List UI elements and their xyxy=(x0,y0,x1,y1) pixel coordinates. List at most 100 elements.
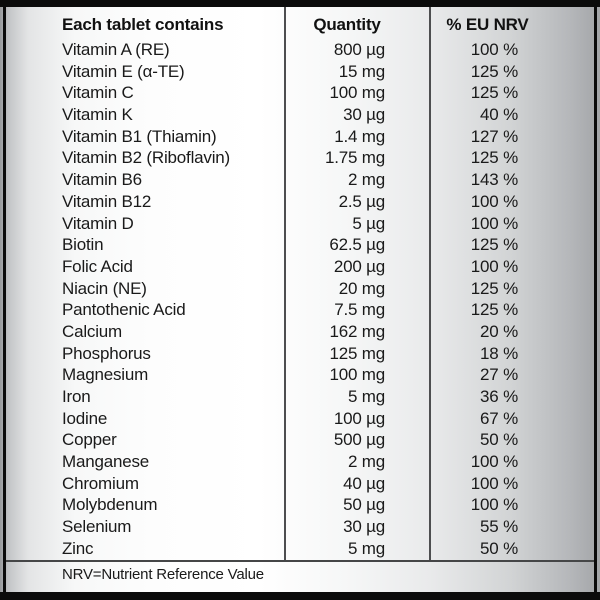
nutrient-quantity: 2.5 µg xyxy=(338,191,386,211)
table-row: Chromium 40 µg 100 % xyxy=(0,473,600,495)
table-row: Vitamin K 30 µg 40 % xyxy=(0,104,600,126)
nutrient-nrv: 125 % xyxy=(470,61,518,81)
nutrient-nrv: 20 % xyxy=(480,321,518,341)
nutrient-name: Vitamin B12 xyxy=(62,191,152,211)
column-divider-nrv xyxy=(429,7,431,561)
table-row: Phosphorus 125 mg 18 % xyxy=(0,343,600,365)
nutrient-name: Vitamin B1 (Thiamin) xyxy=(62,126,217,146)
nutrient-nrv: 100 % xyxy=(470,40,518,59)
footnote: NRV=Nutrient Reference Value xyxy=(62,566,264,583)
nutrient-name: Vitamin D xyxy=(62,213,134,233)
nutrient-quantity: 125 mg xyxy=(329,343,385,363)
table-row: Vitamin D 5 µg 100 % xyxy=(0,213,600,235)
nutrient-nrv: 27 % xyxy=(480,365,518,385)
nutrient-name: Biotin xyxy=(62,235,104,255)
nutrient-quantity: 100 µg xyxy=(333,408,385,428)
table-row: Vitamin C 100 mg 125 % xyxy=(0,82,600,104)
nutrient-nrv: 100 % xyxy=(470,191,518,211)
frame-right-border xyxy=(594,0,597,600)
frame-top-border xyxy=(0,0,600,7)
table-header-row: Each tablet contains Quantity % EU NRV xyxy=(0,13,600,37)
nutrient-name: Manganese xyxy=(62,452,150,472)
table-row: Vitamin A (RE) 800 µg 100 % xyxy=(0,39,600,61)
nutrient-nrv: 100 % xyxy=(470,473,518,493)
nutrient-name: Pantothenic Acid xyxy=(62,300,186,320)
table-row: Iodine 100 µg 67 % xyxy=(0,408,600,430)
nutrient-quantity: 2 mg xyxy=(348,170,385,190)
table-row: Vitamin E (α-TE) 15 mg 125 % xyxy=(0,61,600,83)
table-row: Folic Acid 200 µg 100 % xyxy=(0,256,600,278)
table-row: Vitamin B12 2.5 µg 100 % xyxy=(0,191,600,213)
table-row: Vitamin B6 2 mg 143 % xyxy=(0,169,600,191)
nutrient-name: Vitamin B6 xyxy=(62,170,142,190)
nutrient-nrv: 125 % xyxy=(470,278,518,298)
nutrient-name: Vitamin C xyxy=(62,83,134,103)
nutrient-quantity: 2 mg xyxy=(348,452,385,472)
nutrient-quantity: 40 µg xyxy=(343,473,385,493)
table-row: Molybdenum 50 µg 100 % xyxy=(0,494,600,516)
nutrient-name: Iron xyxy=(62,387,91,406)
nutrient-quantity: 15 mg xyxy=(338,61,385,81)
nutrient-nrv: 100 % xyxy=(470,452,518,472)
table-row: Vitamin B1 (Thiamin) 1.4 mg 127 % xyxy=(0,126,600,148)
nutrient-quantity: 20 mg xyxy=(338,278,385,298)
nutrient-quantity: 7.5 mg xyxy=(334,300,385,320)
nutrient-nrv: 143 % xyxy=(470,170,518,190)
footnote-separator-line xyxy=(6,560,594,562)
table-row: Pantothenic Acid 7.5 mg 125 % xyxy=(0,299,600,321)
header-eu-nrv: % EU NRV xyxy=(446,15,529,34)
nutrient-name: Molybdenum xyxy=(62,495,158,515)
nutrient-nrv: 100 % xyxy=(470,213,518,233)
frame-bottom-border xyxy=(0,592,600,600)
nutrient-nrv: 125 % xyxy=(470,235,518,255)
column-divider-quantity xyxy=(284,7,286,561)
nutrient-name: Calcium xyxy=(62,321,123,341)
nutrient-name: Folic Acid xyxy=(62,256,133,276)
nutrient-name: Magnesium xyxy=(62,365,149,385)
nutrient-quantity: 5 mg xyxy=(348,387,385,406)
nutrient-nrv: 125 % xyxy=(470,83,518,103)
table-row: Manganese 2 mg 100 % xyxy=(0,451,600,473)
nutrient-quantity: 30 µg xyxy=(343,517,385,537)
nutrient-name: Selenium xyxy=(62,517,132,537)
nutrient-nrv: 50 % xyxy=(480,430,518,450)
nutrient-quantity: 1.75 mg xyxy=(324,148,385,168)
table-row: Calcium 162 mg 20 % xyxy=(0,321,600,343)
nutrient-quantity: 1.4 mg xyxy=(334,126,385,146)
nutrient-quantity: 5 µg xyxy=(352,213,385,233)
nutrient-quantity: 50 µg xyxy=(343,495,385,515)
nutrient-nrv: 100 % xyxy=(470,256,518,276)
table-row: Biotin 62.5 µg 125 % xyxy=(0,234,600,256)
nutrient-nrv: 36 % xyxy=(480,387,518,406)
nutrient-name: Copper xyxy=(62,430,117,450)
nutrient-nrv: 67 % xyxy=(480,408,518,428)
nutrient-quantity: 100 mg xyxy=(329,365,385,385)
nutrient-quantity: 800 µg xyxy=(333,40,385,59)
table-body: Vitamin A (RE) 800 µg 100 % Vitamin E (α… xyxy=(0,39,600,560)
nutrient-nrv: 50 % xyxy=(480,538,518,558)
nutrient-name: Chromium xyxy=(62,473,139,493)
nutrient-nrv: 100 % xyxy=(470,495,518,515)
nutrient-nrv: 40 % xyxy=(480,105,518,125)
nutrient-name: Vitamin E (α-TE) xyxy=(62,61,185,81)
nutrient-name: Phosphorus xyxy=(62,343,151,363)
nutrient-name: Vitamin K xyxy=(62,105,133,125)
nutrient-name: Vitamin A (RE) xyxy=(62,40,170,59)
nutrient-quantity: 100 mg xyxy=(329,83,385,103)
nutrient-name: Niacin (NE) xyxy=(62,278,147,298)
nutrient-nrv: 127 % xyxy=(470,126,518,146)
nutrient-quantity: 500 µg xyxy=(333,430,385,450)
nutrient-nrv: 18 % xyxy=(480,343,518,363)
table-row: Copper 500 µg 50 % xyxy=(0,429,600,451)
table-row: Zinc 5 mg 50 % xyxy=(0,538,600,560)
nutrient-name: Iodine xyxy=(62,408,108,428)
nutrient-quantity: 5 mg xyxy=(348,538,385,558)
table-row: Selenium 30 µg 55 % xyxy=(0,516,600,538)
nutrient-nrv: 125 % xyxy=(470,300,518,320)
table-row: Magnesium 100 mg 27 % xyxy=(0,364,600,386)
nutrient-quantity: 162 mg xyxy=(329,321,385,341)
frame-left-border xyxy=(3,0,6,600)
nutrient-quantity: 30 µg xyxy=(343,105,385,125)
table-row: Iron 5 mg 36 % xyxy=(0,386,600,408)
